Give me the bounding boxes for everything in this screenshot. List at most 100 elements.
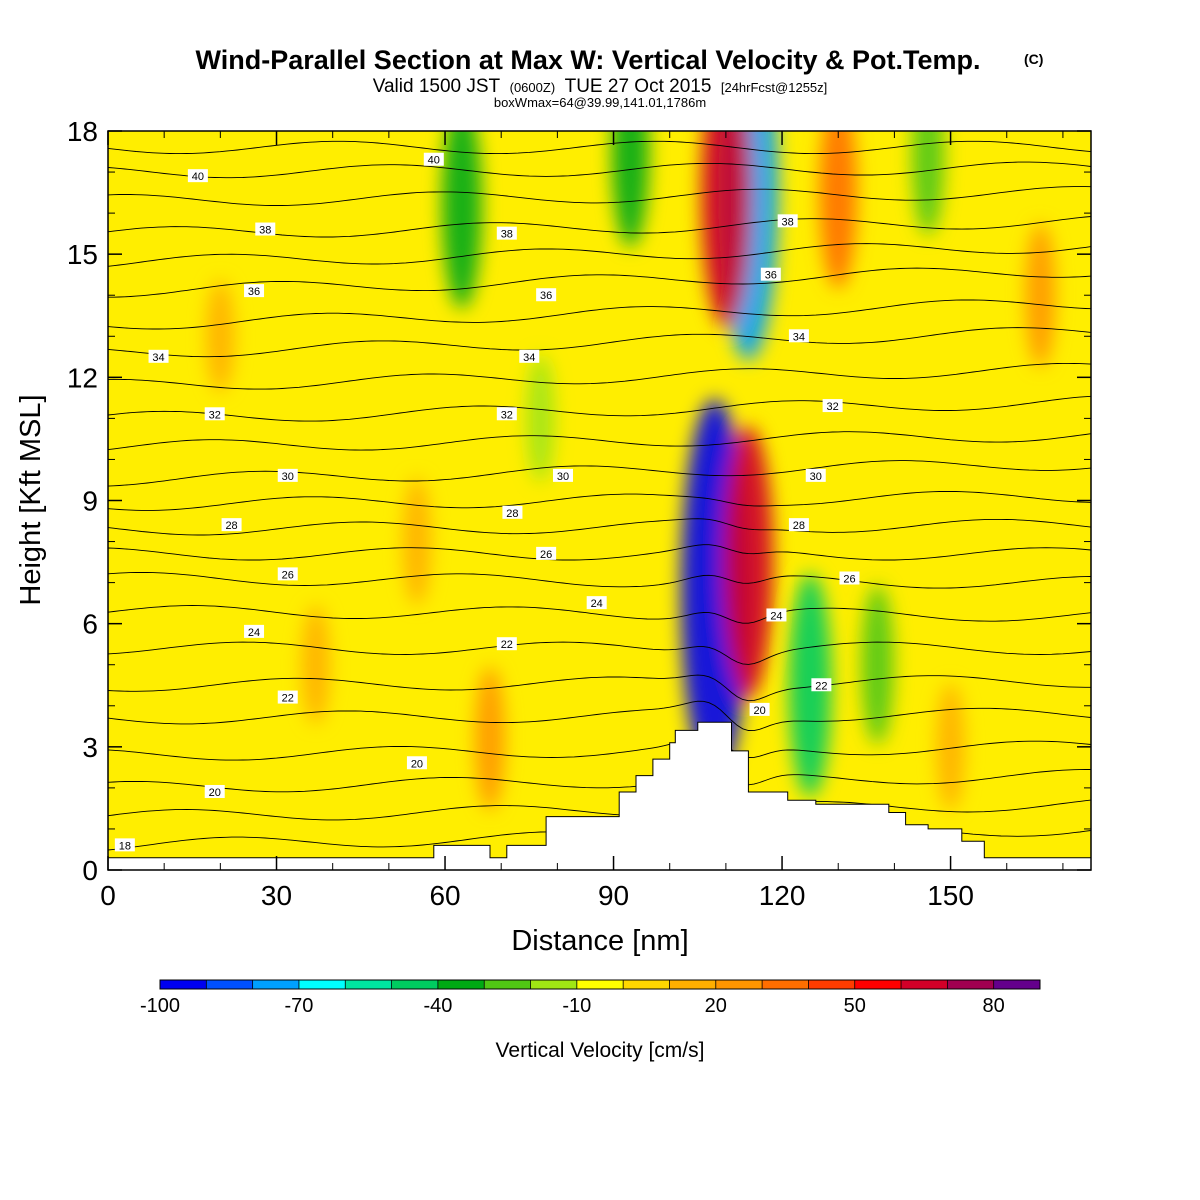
theta-line-25: [108, 605, 1091, 624]
x-tick-label: 150: [927, 880, 974, 911]
theta-line-31: [108, 431, 1091, 451]
theta-label-11: 18: [114, 838, 135, 852]
theta-label-text: 26: [843, 574, 855, 586]
terrain-mask: [108, 721, 1091, 870]
colorbar-label: 20: [705, 995, 727, 1017]
forecast-info: [24hrFcst@1255z]: [721, 80, 827, 95]
chart-title: Wind-Parallel Section at Max W: Vertical…: [196, 45, 981, 75]
theta-label-23: 38: [777, 214, 798, 228]
theta-label-29: 26: [839, 571, 860, 586]
theta-label-text: 34: [793, 331, 805, 343]
theta-label-text: 26: [282, 569, 294, 581]
theta-label-16: 32: [496, 407, 517, 421]
theta-line-33: [108, 362, 1091, 390]
vertical-velocity-field: [206, 131, 1056, 811]
theta-label-17: 30: [552, 468, 573, 483]
theta-label-box: [244, 284, 265, 298]
theta-label-14: 36: [536, 288, 557, 302]
w-feature-11: [819, 131, 857, 289]
theta-line-20: [108, 769, 1091, 793]
theta-label-box: [552, 468, 573, 482]
theta-label-19: 26: [536, 546, 557, 561]
theta-line-40: [108, 161, 1091, 179]
w-feature-9: [526, 354, 555, 483]
theta-line-23: [108, 674, 1091, 702]
theta-label-box: [777, 214, 798, 228]
theta-label-text: 38: [501, 229, 513, 241]
w-feature-16: [936, 682, 965, 811]
colorbar-swatch: [901, 980, 948, 989]
theta-label-28: 28: [788, 518, 809, 532]
theta-line-21: [108, 734, 1091, 761]
theta-label-box: [277, 567, 298, 581]
theta-label-32: 20: [749, 702, 770, 717]
theta-label-box: [148, 349, 169, 363]
y-tick-label: 6: [82, 609, 98, 640]
theta-contour-labels: 40 38 36 34 32 30 28 26 24 22 20 18 40 38 36 34 32 30 28 26…: [114, 152, 860, 852]
theta-label-text: 28: [225, 520, 237, 532]
theta-label-text: 26: [540, 549, 552, 561]
theta-label-box: [244, 624, 265, 638]
theta-label-9: 22: [277, 690, 298, 705]
theta-label-1: 38: [255, 222, 276, 237]
colorbar-title: Vertical Velocity [cm/s]: [496, 1039, 705, 1062]
theta-line-29: [108, 490, 1091, 511]
theta-label-box: [423, 152, 444, 166]
w-feature-7: [861, 584, 894, 745]
theta-line-34: [108, 327, 1091, 358]
colorbar-swatch: [484, 980, 532, 989]
theta-label-box: [766, 608, 787, 622]
theta-label-8: 24: [244, 624, 265, 639]
y-tick-label: 12: [67, 362, 98, 393]
plot-background: [108, 131, 1091, 870]
theta-label-text: 22: [815, 680, 827, 692]
theta-label-22: 20: [406, 756, 427, 770]
theta-line-28: [108, 518, 1091, 536]
colorbar-swatch: [391, 980, 439, 989]
theta-label-text: 30: [557, 471, 569, 483]
theta-contours: [108, 140, 1091, 851]
theta-label-7: 26: [277, 567, 298, 581]
theta-label-box: [805, 468, 826, 482]
copyright-mark: (C): [1024, 51, 1043, 67]
y-tick-label: 18: [67, 116, 98, 147]
x-axis-title: Distance [nm]: [511, 925, 688, 957]
theta-label-text: 22: [282, 693, 294, 705]
colorbar-swatch: [762, 980, 809, 989]
theta-label-text: 32: [826, 401, 838, 413]
theta-label-box: [839, 571, 860, 585]
colorbar-label: -10: [562, 995, 591, 1017]
theta-label-box: [496, 407, 517, 421]
theta-label-box: [749, 702, 770, 716]
theta-label-2: 36: [244, 284, 265, 298]
theta-label-box: [496, 226, 517, 240]
y-tick-label: 3: [82, 732, 98, 763]
theta-label-text: 20: [411, 758, 423, 770]
theta-label-box: [788, 329, 809, 343]
x-tick-label: 120: [759, 880, 806, 911]
theta-label-text: 38: [259, 225, 271, 237]
w-feature-12: [1025, 223, 1056, 368]
theta-label-box: [536, 288, 557, 302]
theta-label-box: [221, 518, 242, 532]
plot-area: 40 38 36 34 32 30 28 26 24 22 20 18 40 38 36 34 32 30 28 26…: [108, 131, 1091, 870]
colorbar-swatch: [252, 980, 300, 989]
theta-label-20: 24: [586, 596, 607, 610]
theta-line-22: [108, 700, 1091, 732]
y-tick-label: 9: [82, 486, 98, 517]
x-tick-label: 0: [100, 880, 116, 911]
theta-label-box: [586, 596, 607, 610]
theta-line-32: [108, 395, 1091, 422]
w-feature-3: [700, 131, 751, 329]
colorbar-label: -70: [284, 995, 313, 1017]
theta-label-text: 28: [506, 508, 518, 520]
colorbar-swatch: [623, 980, 670, 989]
w-feature-15: [206, 280, 235, 393]
theta-label-text: 38: [782, 216, 794, 228]
theta-label-30: 24: [766, 608, 787, 622]
theta-label-text: 40: [192, 171, 204, 183]
theta-label-box: [502, 505, 523, 519]
w-feature-6: [788, 573, 832, 798]
theta-label-25: 34: [788, 329, 809, 343]
